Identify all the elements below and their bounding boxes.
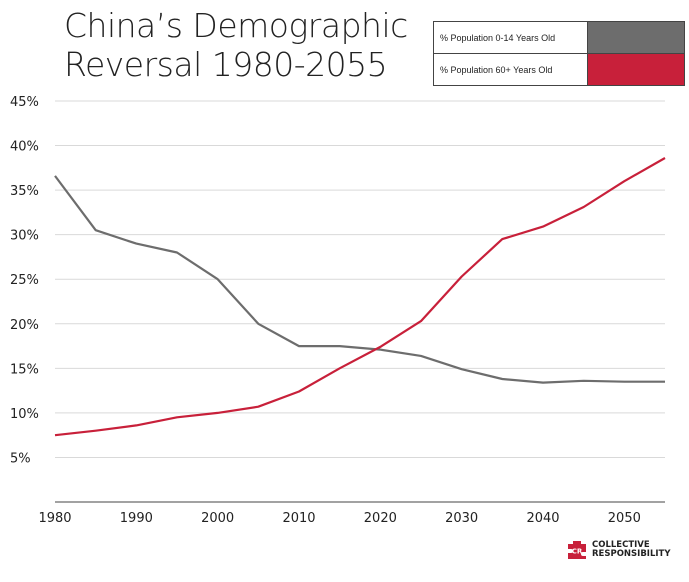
logo-line-2: RESPONSIBILITY — [592, 549, 671, 559]
legend-swatch-0-14 — [588, 22, 684, 53]
collective-responsibility-logo: CR COLLECTIVE RESPONSIBILITY — [566, 539, 671, 561]
chart-title-line-2: Reversal 1980-2055 — [64, 45, 388, 84]
series-line-0-14 — [54, 175, 665, 384]
y-tick-label: 35% — [10, 184, 39, 199]
x-tick-label: 1990 — [120, 511, 153, 526]
y-tick-label: 45% — [10, 95, 39, 110]
y-tick-label: 10% — [10, 407, 39, 422]
y-tick-label: 25% — [10, 273, 39, 288]
logo-line-1: COLLECTIVE — [592, 540, 650, 550]
legend-label-60-plus: % Population 60+ Years Old — [434, 54, 588, 85]
legend-swatch-60-plus — [588, 54, 684, 85]
x-tick-label: 2000 — [201, 511, 234, 526]
y-tick-label: 30% — [10, 229, 39, 244]
legend-item-60-plus: % Population 60+ Years Old — [434, 53, 684, 85]
y-tick-label: 5% — [10, 451, 31, 466]
legend-label-0-14: % Population 0-14 Years Old — [434, 22, 588, 53]
x-tick-label: 2040 — [526, 511, 559, 526]
y-tick-label: 15% — [10, 362, 39, 377]
x-tick-label: 2050 — [608, 511, 641, 526]
y-tick-label: 40% — [10, 140, 39, 155]
y-tick-label: 20% — [10, 318, 39, 333]
x-tick-label: 2010 — [282, 511, 315, 526]
chart-title-line-1: China’s Demographic — [64, 6, 408, 45]
x-tick-label: 2020 — [364, 511, 397, 526]
logo-text: COLLECTIVE RESPONSIBILITY — [592, 541, 671, 559]
legend-item-0-14: % Population 0-14 Years Old — [434, 22, 684, 53]
x-tick-label: 2030 — [445, 511, 478, 526]
legend: % Population 0-14 Years Old % Population… — [433, 21, 685, 86]
series-line-60-plus — [54, 157, 666, 437]
chart-title: China’s Demographic Reversal 1980-2055 — [64, 6, 408, 84]
logo-badge-text: CR — [572, 548, 583, 556]
x-tick-label: 1980 — [38, 511, 71, 526]
puzzle-piece-icon: CR — [568, 541, 586, 559]
